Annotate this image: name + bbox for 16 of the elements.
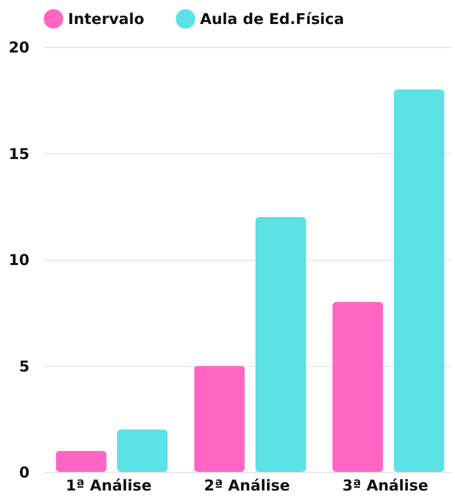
x-tick-label: 2ª Análise (204, 476, 290, 494)
bar (194, 366, 245, 472)
bar (332, 302, 384, 472)
bar (394, 90, 444, 472)
y-tick-label: 15 (8, 144, 30, 163)
bar (255, 217, 306, 472)
x-tick-label: 1ª Análise (66, 476, 152, 494)
legend-label: Intervalo (68, 10, 144, 28)
y-tick-label: 0 (19, 464, 30, 482)
x-tick-label: 3ª Análise (342, 476, 428, 494)
y-tick-label: 10 (8, 251, 30, 269)
bar (56, 450, 106, 472)
y-tick-label: 20 (8, 38, 30, 56)
bar (117, 430, 168, 472)
legend-label: Aula de Ed.Física (200, 10, 344, 28)
y-tick-label: 5 (19, 357, 30, 376)
